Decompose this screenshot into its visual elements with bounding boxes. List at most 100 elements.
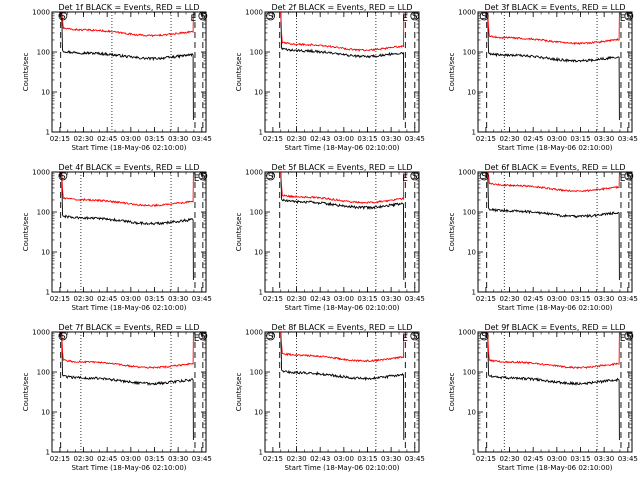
y-tick-label: 1000 xyxy=(458,169,476,177)
x-tick-label: 03:00 xyxy=(334,135,354,143)
x-tick-label: 02:30 xyxy=(499,455,519,463)
chart-title: Det 9f BLACK = Events, RED = LLD xyxy=(484,323,625,332)
x-tick-label: 03:30 xyxy=(168,135,188,143)
chart-title: Det 7f BLACK = Events, RED = LLD xyxy=(58,323,199,332)
series-lld-line xyxy=(61,11,194,38)
plot-frame xyxy=(264,331,420,453)
stop-marker-circle xyxy=(410,331,420,341)
x-tick-label: 03:30 xyxy=(168,295,188,303)
y-tick-label: 1 xyxy=(259,289,263,297)
x-tick-label: 03:30 xyxy=(594,455,614,463)
x-tick-label: 02:15 xyxy=(476,135,496,143)
stop-marker-label: S xyxy=(412,12,418,22)
chart-title: Det 1f BLACK = Events, RED = LLD xyxy=(58,3,199,12)
stop-marker-circle xyxy=(624,171,634,181)
series-lld-line xyxy=(280,11,405,52)
y-tick-label: 100 xyxy=(37,369,50,377)
x-tick-label: 03:30 xyxy=(381,295,401,303)
y-tick-label: 100 xyxy=(463,209,476,217)
x-tick-label: 02:30 xyxy=(286,295,306,303)
chart-title: Det 4f BLACK = Events, RED = LLD xyxy=(58,163,199,172)
y-tick-label: 10 xyxy=(41,89,50,97)
y-tick-label: 1000 xyxy=(458,9,476,17)
end-marker-label: E xyxy=(620,14,626,24)
plot-frame xyxy=(51,331,207,453)
y-tick-label: 1 xyxy=(259,129,263,137)
stop-marker-label: S xyxy=(412,172,418,182)
start-marker-label: S xyxy=(268,12,274,22)
series-events-line xyxy=(487,171,620,281)
stop-marker-label: S xyxy=(200,332,206,342)
y-tick-label: 1000 xyxy=(245,169,263,177)
start-marker-circle xyxy=(266,331,276,341)
x-tick-label: 02:15 xyxy=(476,455,496,463)
x-tick-label: 02:43 xyxy=(310,455,330,463)
x-tick-label: 03:00 xyxy=(121,455,141,463)
x-tick-label: 02:15 xyxy=(50,455,70,463)
end-marker-label: E xyxy=(620,334,626,344)
stop-marker-label: S xyxy=(412,332,418,342)
x-tick-label: 02:30 xyxy=(286,455,306,463)
x-tick-label: 03:30 xyxy=(594,295,614,303)
x-tick-label: 03:30 xyxy=(381,455,401,463)
end-marker-label: E xyxy=(194,174,200,184)
x-tick-label: 03:00 xyxy=(334,295,354,303)
chart-title: Det 6f BLACK = Events, RED = LLD xyxy=(484,163,625,172)
end-marker-label: E xyxy=(402,334,408,344)
series-lld-line xyxy=(280,171,405,205)
y-tick-label: 1 xyxy=(46,129,50,137)
x-tick-label: 03:15 xyxy=(570,455,590,463)
x-axis-label: Start Time (18-May-06 02:10:00) xyxy=(284,464,399,472)
stop-marker-circle xyxy=(410,11,420,21)
series-events-line xyxy=(61,11,194,121)
plot-frame xyxy=(477,331,633,453)
start-marker-circle xyxy=(58,11,68,21)
y-tick-label: 1000 xyxy=(245,9,263,17)
series-lld-line xyxy=(280,331,405,363)
x-tick-label: 03:00 xyxy=(121,135,141,143)
x-axis-label: Start Time (18-May-06 02:10:00) xyxy=(497,464,612,472)
x-tick-label: 02:30 xyxy=(499,135,519,143)
plot-frame xyxy=(264,11,420,133)
y-tick-label: 1 xyxy=(472,449,476,457)
x-tick-label: 03:15 xyxy=(144,295,164,303)
x-tick-label: 03:45 xyxy=(405,135,425,143)
chart-title: Det 2f BLACK = Events, RED = LLD xyxy=(271,3,412,12)
x-tick-label: 02:43 xyxy=(310,135,330,143)
x-axis-label: Start Time (18-May-06 02:10:00) xyxy=(71,144,186,152)
chart-panel-9: Det 9f BLACK = Events, RED = LLD 1 10 100 10… xyxy=(448,323,638,472)
plot-frame xyxy=(51,11,207,133)
y-tick-label: 100 xyxy=(250,209,263,217)
x-tick-label: 03:45 xyxy=(192,295,212,303)
x-axis-label: Start Time (18-May-06 02:10:00) xyxy=(71,304,186,312)
x-tick-label: 02:45 xyxy=(97,135,117,143)
x-tick-label: 03:15 xyxy=(144,455,164,463)
stop-marker-label: S xyxy=(626,332,632,342)
x-tick-label: 02:15 xyxy=(476,295,496,303)
series-events-line xyxy=(487,331,620,441)
x-tick-label: 02:15 xyxy=(50,295,70,303)
start-marker-circle xyxy=(58,331,68,341)
chart-panel-4: Det 4f BLACK = Events, RED = LLD 1 10 100 10… xyxy=(22,163,212,312)
plot-frame xyxy=(264,171,420,293)
y-tick-label: 1 xyxy=(46,449,50,457)
x-tick-label: 02:45 xyxy=(523,135,543,143)
y-tick-label: 100 xyxy=(37,209,50,217)
stop-marker-label: S xyxy=(626,12,632,22)
y-tick-label: 100 xyxy=(463,49,476,57)
x-tick-label: 03:00 xyxy=(547,295,567,303)
x-tick-label: 03:00 xyxy=(547,135,567,143)
x-tick-label: 02:43 xyxy=(310,295,330,303)
x-tick-label: 02:15 xyxy=(263,135,283,143)
y-tick-label: 1000 xyxy=(458,329,476,337)
start-marker-label: S xyxy=(268,172,274,182)
stop-marker-circle xyxy=(410,171,420,181)
x-tick-label: 03:45 xyxy=(405,295,425,303)
chart-panel-1: Det 1f BLACK = Events, RED = LLD 1 10 100 10… xyxy=(22,3,212,152)
x-tick-label: 03:00 xyxy=(121,295,141,303)
plot-frame xyxy=(51,171,207,293)
y-tick-label: 100 xyxy=(250,369,263,377)
series-lld-line xyxy=(61,171,194,208)
y-tick-label: 1 xyxy=(472,289,476,297)
